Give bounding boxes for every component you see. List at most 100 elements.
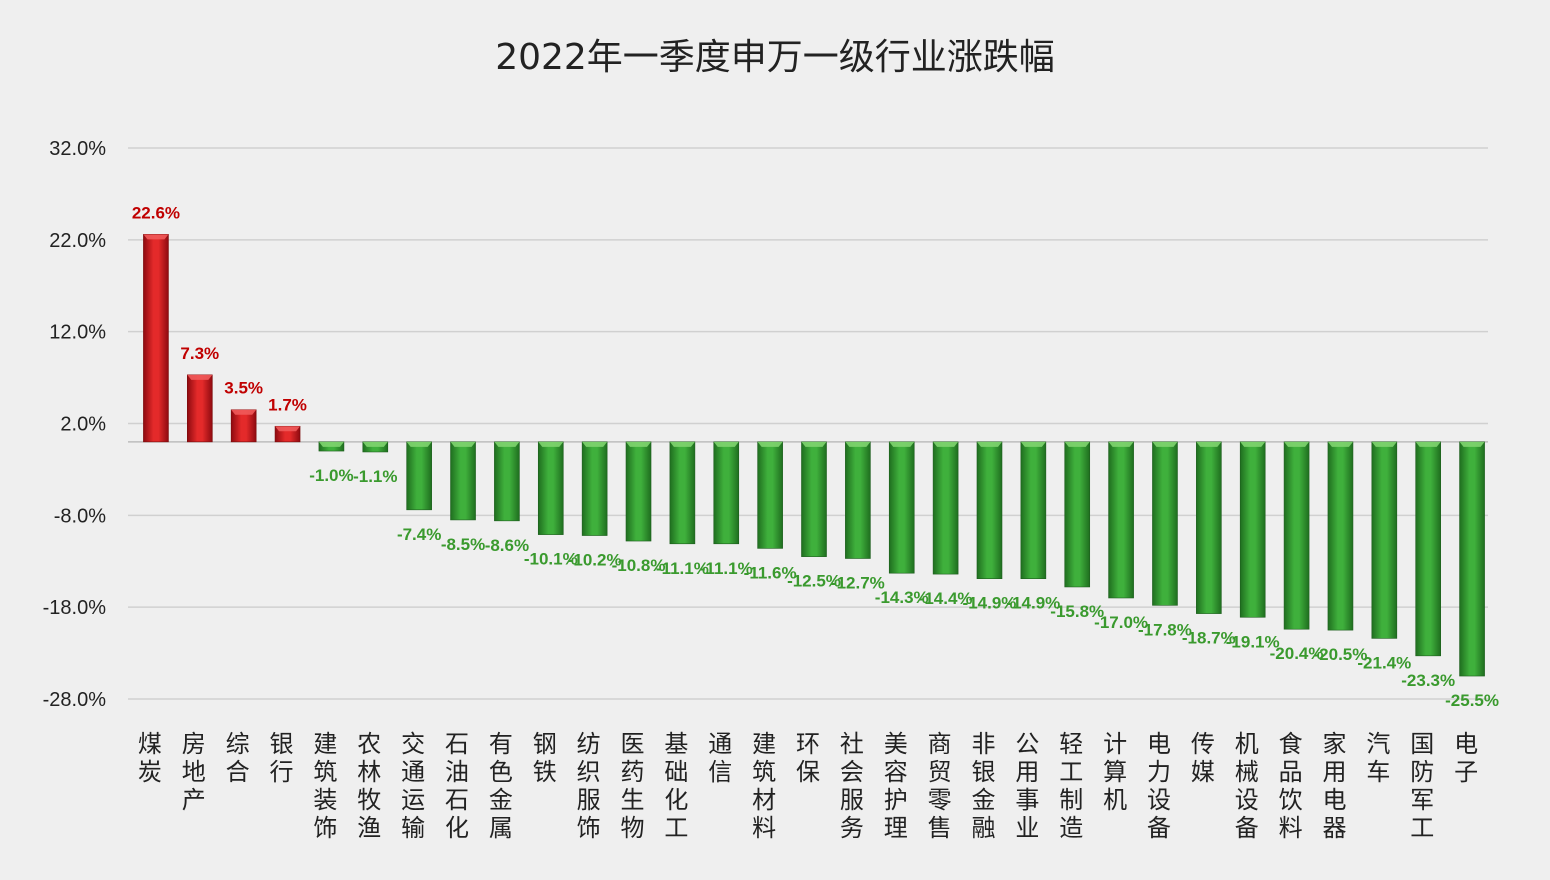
bar [537, 441, 564, 535]
x-category-label: 轻工制造 [1059, 730, 1083, 842]
bar-bevel [845, 441, 871, 447]
bar-bevel [1327, 441, 1353, 447]
bar-body [143, 234, 169, 443]
bar-bevel [933, 441, 959, 447]
bar [1108, 441, 1134, 599]
bar-bevel [976, 441, 1002, 447]
bar [1152, 441, 1178, 606]
bar-bevel [626, 441, 652, 447]
bar-bevel [669, 441, 695, 447]
bar-body [669, 441, 696, 545]
x-category-label: 石油石化 [445, 730, 469, 842]
data-label: -14.9% [963, 594, 1017, 613]
bar-body [976, 441, 1003, 579]
x-category-label: 纺织服饰 [577, 730, 601, 842]
bar [1371, 441, 1398, 639]
bar-body [1283, 441, 1310, 630]
data-label: -20.4% [1270, 644, 1324, 663]
chart-title: 2022年一季度申万一级行业涨跌幅 [495, 37, 1055, 78]
bar-bevel [1459, 441, 1485, 447]
bar [274, 425, 301, 443]
bar-bevel [494, 441, 520, 447]
bar-body [1239, 441, 1266, 618]
bar [713, 441, 740, 545]
bar-bevel [801, 441, 827, 447]
data-label: -11.1% [700, 559, 753, 578]
data-label: -11.6% [744, 563, 797, 582]
bar [1415, 441, 1441, 657]
bar [801, 441, 827, 557]
bar-bevel [1371, 441, 1397, 447]
bar [888, 441, 915, 574]
bar-bevel [582, 441, 608, 447]
bar-body [1020, 441, 1047, 579]
bar-body [801, 441, 827, 557]
bar-body [713, 441, 740, 545]
x-category-label: 房地产 [182, 730, 206, 814]
data-label: -8.6% [485, 536, 529, 555]
data-label: -19.1% [1226, 632, 1280, 651]
bar-body [230, 409, 257, 443]
bar-body [845, 441, 871, 559]
x-category-label: 机械设备 [1235, 730, 1259, 842]
bar-bevel [406, 441, 432, 447]
bar-bevel [1284, 441, 1310, 447]
bar-body [757, 441, 783, 549]
bar [450, 441, 476, 521]
data-label: 22.6% [132, 203, 180, 222]
x-category-label: 公用事业 [1015, 730, 1039, 842]
data-label: -23.3% [1401, 671, 1455, 690]
bar-body [1371, 441, 1398, 639]
x-category-label: 医药生物 [621, 730, 645, 842]
x-category-label: 商贸零售 [928, 730, 952, 842]
bar-body [450, 441, 476, 521]
x-category-label: 计算机 [1103, 730, 1127, 814]
x-category-label: 综合 [226, 730, 250, 786]
x-category-label: 有色金属 [489, 730, 513, 842]
bar [1020, 441, 1047, 579]
bar-body [406, 441, 432, 511]
bar [1239, 441, 1266, 618]
bar [1459, 441, 1485, 677]
bar-bevel [757, 441, 783, 447]
bar-bevel [318, 441, 344, 447]
bar-body [1415, 441, 1441, 657]
data-label: 1.7% [268, 395, 307, 414]
bar-body [1459, 441, 1485, 677]
bar [187, 374, 213, 443]
bar [318, 441, 345, 452]
bar-bevel [1415, 441, 1441, 447]
data-label: -10.1% [524, 550, 578, 569]
bar [1196, 441, 1222, 614]
bar-body [1196, 441, 1222, 614]
bar [845, 441, 871, 559]
data-label: -21.4% [1357, 653, 1411, 672]
y-tick-label: 2.0% [60, 414, 106, 436]
bar-body [888, 441, 915, 574]
bar-body [537, 441, 564, 535]
data-label: -14.3% [875, 588, 929, 607]
bar [1283, 441, 1310, 630]
bar-body [1108, 441, 1134, 599]
bar [143, 234, 169, 443]
y-tick-label: -8.0% [54, 505, 106, 527]
data-label: -15.8% [1050, 602, 1104, 621]
x-category-label: 环保 [796, 730, 820, 786]
y-tick-label: -28.0% [43, 689, 107, 711]
data-label: -11.1% [656, 559, 709, 578]
bar-bevel [1152, 441, 1178, 447]
bar-bevel [1240, 441, 1266, 447]
bar [406, 441, 432, 511]
data-label: -14.4% [919, 589, 973, 608]
bar-bevel [143, 234, 169, 240]
x-category-label: 建筑装饰 [313, 730, 337, 842]
bar-bevel [450, 441, 476, 447]
bar-body [494, 441, 520, 522]
bar [976, 441, 1003, 579]
bar-bevel [275, 426, 301, 432]
data-label: -12.7% [831, 573, 885, 592]
data-label: -10.8% [612, 556, 666, 575]
y-tick-label: 32.0% [49, 138, 106, 160]
bar-body [1152, 441, 1178, 606]
